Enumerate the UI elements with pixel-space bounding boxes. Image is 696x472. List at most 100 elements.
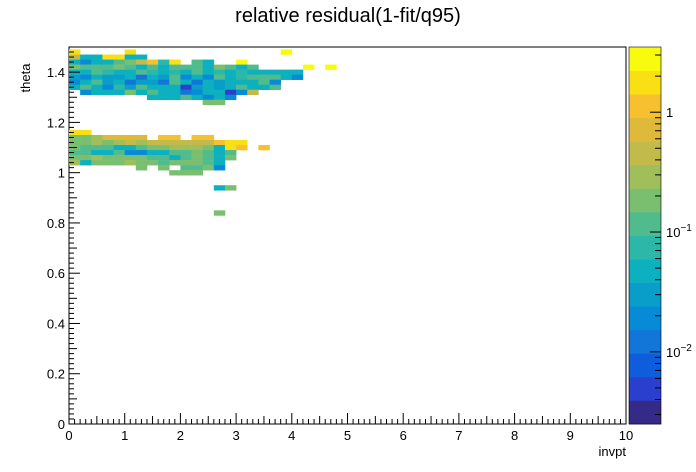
heatmap-bin — [202, 59, 215, 65]
heatmap-bin — [69, 74, 81, 80]
y-axis: 0 0.2 0.4 0.6 0.8 1 1.2 1.4 — [47, 46, 80, 432]
heatmap-bin — [146, 155, 159, 161]
color-scale-band — [629, 211, 661, 236]
heatmap-bin — [124, 49, 137, 55]
x-tick-label: 2 — [177, 428, 184, 443]
heatmap-bin — [213, 155, 226, 161]
heatmap-bin — [113, 79, 125, 85]
heatmap-bin — [280, 69, 293, 75]
color-scale-band — [629, 329, 661, 354]
heatmap-bin — [124, 54, 137, 60]
heatmap-bin — [158, 160, 170, 166]
heatmap-bin — [269, 69, 281, 75]
heatmap-bin — [202, 139, 215, 146]
x-axis: 0 1 2 3 4 5 6 7 8 9 10 — [65, 413, 633, 443]
color-scale-band — [629, 376, 661, 401]
heatmap-bin — [180, 64, 192, 70]
heatmap-bin — [113, 84, 125, 91]
heatmap-bin — [291, 74, 304, 80]
heatmap-bin — [169, 139, 181, 146]
y-tick-label: 1.4 — [47, 65, 65, 80]
heatmap-bin — [258, 74, 270, 80]
heatmap-bin — [302, 64, 315, 70]
heatmap-bin — [113, 139, 125, 146]
heatmap-bin — [247, 79, 259, 85]
heatmap-bin — [146, 59, 159, 65]
heatmap-bin — [169, 94, 181, 101]
heatmap-bin — [135, 165, 148, 171]
heatmap-bin — [135, 64, 148, 70]
heatmap-bin — [146, 74, 159, 80]
heatmap-bin — [191, 64, 203, 70]
color-scale-band — [629, 94, 661, 119]
heatmap-bin — [202, 94, 215, 101]
heatmap-bin — [135, 59, 148, 65]
heatmap-bin — [269, 84, 281, 91]
heatmap-bin — [202, 84, 215, 91]
heatmap-bin — [169, 170, 181, 176]
heatmap-bin — [180, 94, 192, 101]
heatmap-bin — [80, 84, 92, 91]
heatmap-bin — [236, 139, 248, 146]
heatmap-bin — [169, 64, 181, 70]
heatmap-bin — [247, 84, 259, 91]
x-tick-label: 9 — [567, 428, 574, 443]
heatmap-bin — [180, 89, 192, 96]
heatmap-bin — [80, 69, 92, 75]
heatmap-bin — [202, 160, 215, 166]
heatmap-bin — [146, 79, 159, 85]
heatmap-bin — [258, 69, 270, 75]
heatmap-bin — [180, 74, 192, 80]
heatmap-bin — [202, 155, 215, 161]
color-scale-exponent: −2 — [680, 343, 692, 354]
heatmap-bin — [224, 145, 237, 151]
color-scale-band — [629, 188, 661, 213]
heatmap-bin — [102, 54, 114, 60]
heatmap-bin — [113, 134, 125, 141]
heatmap-bin — [213, 99, 226, 106]
heatmap-bin — [135, 150, 148, 156]
heatmap-bin — [113, 69, 125, 75]
heatmap-bin — [69, 49, 81, 55]
heatmap-bin — [102, 150, 114, 156]
color-scale-band — [629, 47, 661, 71]
heatmap-bin — [135, 160, 148, 166]
heatmap-bin — [124, 139, 137, 146]
heatmap-bin — [280, 74, 293, 80]
heatmap-bin — [169, 59, 181, 65]
heatmap-bin — [124, 134, 137, 141]
x-tick-label: 4 — [288, 428, 295, 443]
heatmap-bin — [236, 79, 248, 85]
heatmap-bin — [180, 150, 192, 156]
heatmap-bin — [236, 59, 248, 65]
heatmap-bin — [135, 89, 148, 96]
heatmap-bin — [180, 84, 192, 91]
color-scale-band — [629, 117, 661, 142]
heatmap-bin — [69, 79, 81, 85]
heatmap-bin — [146, 145, 159, 151]
heatmap-bin — [158, 150, 170, 156]
heatmap-bin — [247, 64, 259, 70]
color-scale-band — [629, 306, 661, 331]
heatmap-bin — [202, 69, 215, 75]
heatmap-bin — [258, 84, 270, 91]
color-scale-band — [629, 141, 661, 166]
heatmap-bin — [80, 89, 92, 96]
heatmap-bin — [102, 139, 114, 146]
heatmap-bin — [191, 145, 203, 151]
heatmap-bin — [169, 79, 181, 85]
heatmap-bin — [202, 79, 215, 85]
heatmap-bin — [91, 54, 103, 60]
heatmap-bin — [202, 64, 215, 70]
heatmap-bin — [158, 84, 170, 91]
heatmap-bin — [91, 145, 103, 151]
heatmap-bin — [146, 160, 159, 166]
heatmap-bin — [135, 69, 148, 75]
heatmap-bin — [80, 54, 92, 60]
y-tick-label: 0.4 — [47, 316, 65, 331]
color-scale-band — [629, 282, 661, 307]
heatmap-bin — [180, 79, 192, 85]
heatmap-bin — [158, 64, 170, 70]
heatmap-bin — [180, 155, 192, 161]
heatmap-bin — [158, 165, 170, 171]
